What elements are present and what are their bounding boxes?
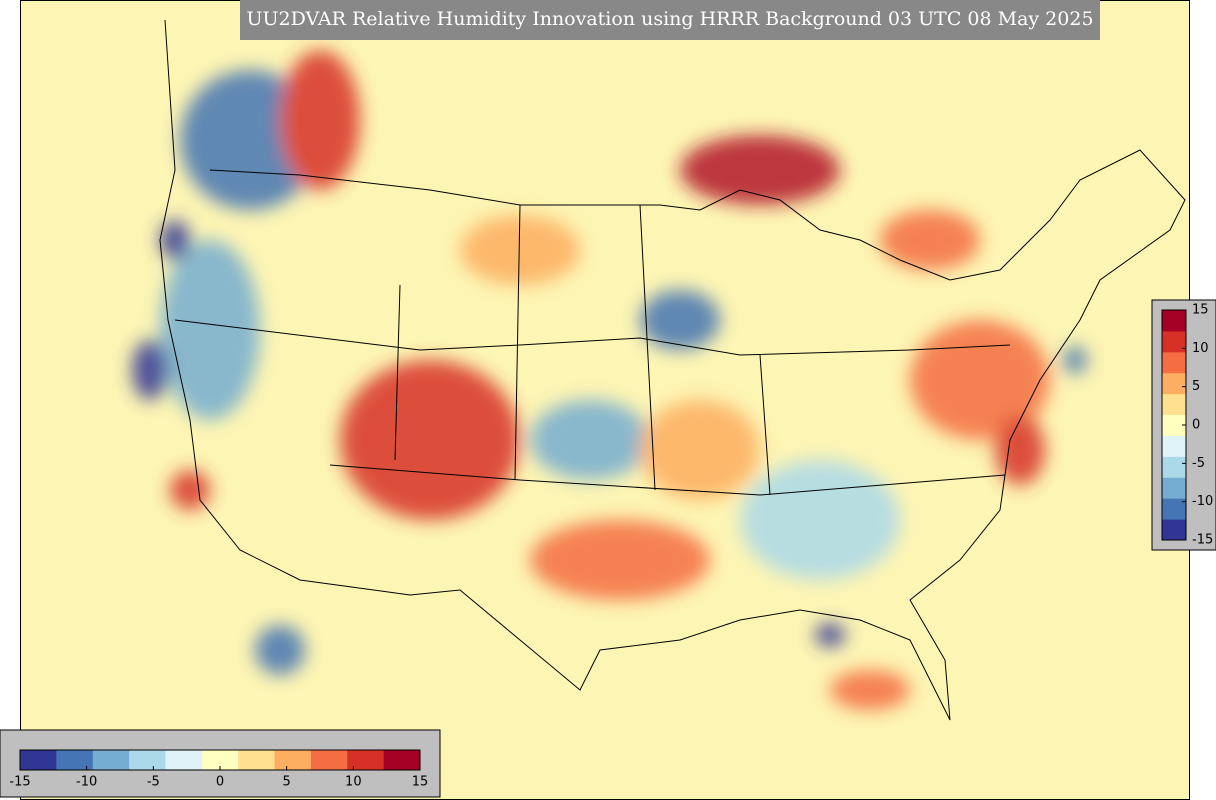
colorbar-segment <box>274 750 312 770</box>
colorbar-segment <box>1162 330 1186 353</box>
colorbar-segment <box>1162 435 1186 457</box>
tick-label: 5 <box>283 775 291 790</box>
colorbar-segment <box>1162 477 1186 499</box>
colorbar-segment <box>1162 372 1186 395</box>
colorbar-segment <box>383 750 421 770</box>
tick-label: 0 <box>216 775 224 790</box>
tick-label: 15 <box>412 775 429 790</box>
colorbar-segment <box>92 750 130 770</box>
colorbar-segment <box>1162 310 1186 332</box>
tick-label: 15 <box>1192 303 1209 318</box>
colorbar-segment <box>1162 351 1186 374</box>
tick-label: -10 <box>76 775 97 790</box>
colorbar-segment <box>1162 414 1186 436</box>
tick-label: -5 <box>1192 456 1205 471</box>
tick-label: 0 <box>1192 418 1200 433</box>
tick-label: -10 <box>1192 494 1213 509</box>
tick-label: -5 <box>147 775 160 790</box>
tick-label: 5 <box>1192 379 1200 394</box>
colorbar-segment <box>1162 498 1186 520</box>
boundaries <box>159 19 1186 721</box>
tick-label: -15 <box>1192 533 1213 548</box>
colorbar-segment <box>310 750 348 770</box>
colorbar-segment <box>165 750 203 770</box>
colorbar-segment <box>238 750 276 770</box>
colorbar-segment <box>201 750 239 770</box>
tick-label: 10 <box>345 775 362 790</box>
colorbar-segment <box>1162 393 1186 416</box>
colorbar-horizontal: -15 -10 -5 0 5 10 15 <box>9 749 429 790</box>
tick-label: -15 <box>9 775 30 790</box>
colorbar-segment <box>347 750 385 770</box>
colorbar-segment <box>1162 456 1186 478</box>
title-box <box>240 0 1100 40</box>
colorbar-vertical: -15 -10 -5 0 5 10 15 <box>1161 303 1213 548</box>
tick-label: 10 <box>1192 341 1209 356</box>
colorbar-segment <box>1162 519 1186 541</box>
colorbar-segment <box>56 750 94 770</box>
innovation-field <box>132 50 1087 710</box>
map-title: UU2DVAR Relative Humidity Innovation usi… <box>246 8 1093 30</box>
colorbar-segment <box>129 750 166 770</box>
colorbar-segment <box>20 750 57 770</box>
